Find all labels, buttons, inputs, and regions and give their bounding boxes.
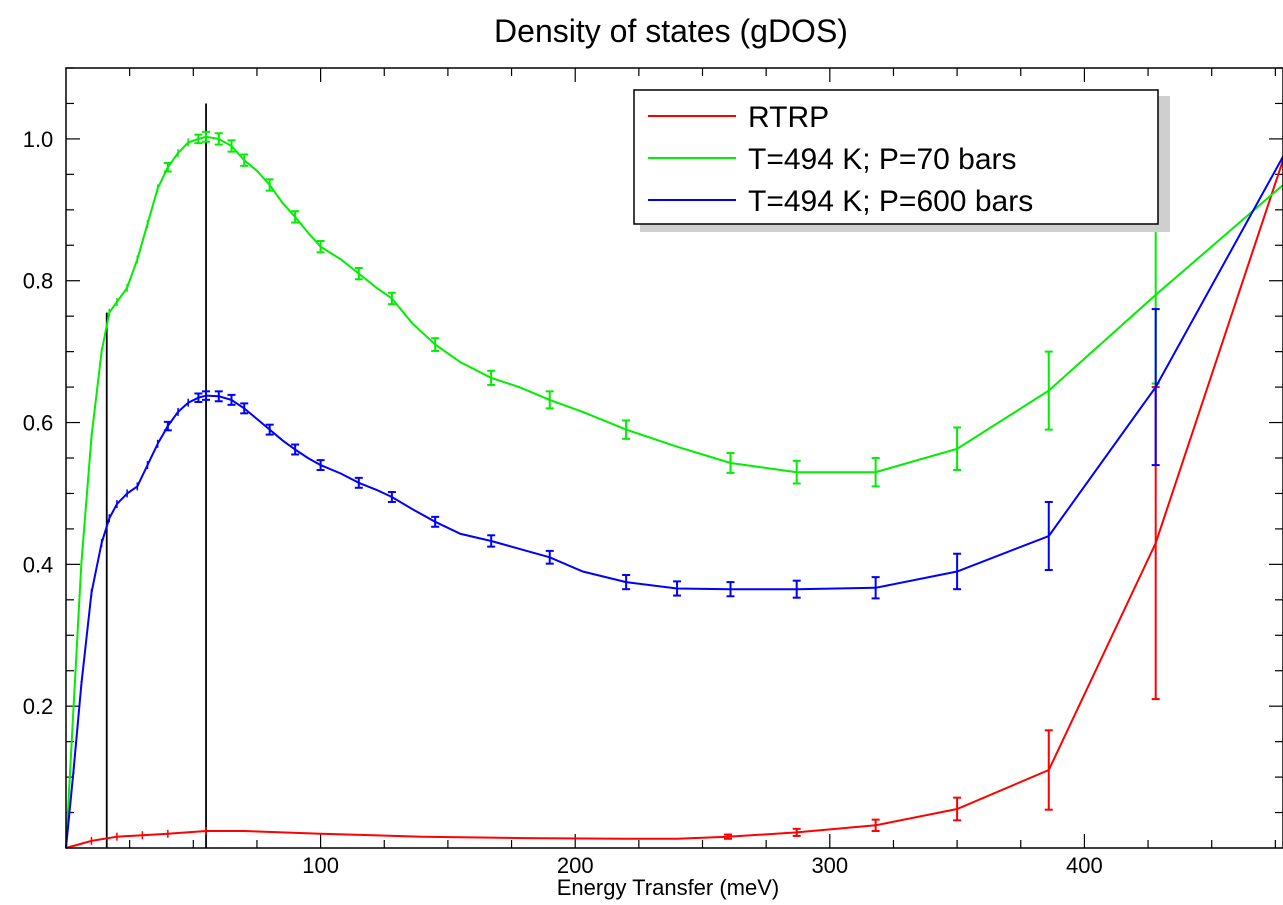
legend-label: T=494 K; P=600 bars <box>748 185 1033 218</box>
series-1 <box>65 130 1283 849</box>
tick-labels: 100 200 300 400 0.2 0.4 0.6 0.8 1.0 <box>23 127 1103 878</box>
y-tick-label: 1.0 <box>23 127 54 152</box>
reference-lines <box>105 103 207 848</box>
tick-marks <box>66 67 1283 848</box>
x-tick-label: 300 <box>811 853 848 878</box>
y-tick-label: 0.8 <box>23 269 54 294</box>
x-tick-label: 100 <box>302 853 339 878</box>
series-line <box>65 159 1283 849</box>
plot-area-frame <box>65 67 1283 849</box>
x-tick-label: 400 <box>1066 853 1103 878</box>
series-line <box>65 135 1283 849</box>
y-tick-label: 0.6 <box>23 411 54 436</box>
series-2 <box>65 156 1283 849</box>
series-layer <box>65 130 1283 849</box>
y-tick-label: 0.4 <box>23 552 54 577</box>
y-tick-label: 0.2 <box>23 694 54 719</box>
series-line <box>65 156 1283 849</box>
legend: RTRP T=494 K; P=70 bars T=494 K; P=600 bar… <box>633 89 1170 232</box>
legend-label: T=494 K; P=70 bars <box>748 143 1017 176</box>
x-tick-label: 200 <box>557 853 594 878</box>
x-axis-label: Energy Transfer (meV) <box>557 875 780 900</box>
legend-label: RTRP <box>748 101 829 134</box>
chart-title: Density of states (gDOS) <box>494 13 848 49</box>
series-0 <box>65 159 1283 849</box>
